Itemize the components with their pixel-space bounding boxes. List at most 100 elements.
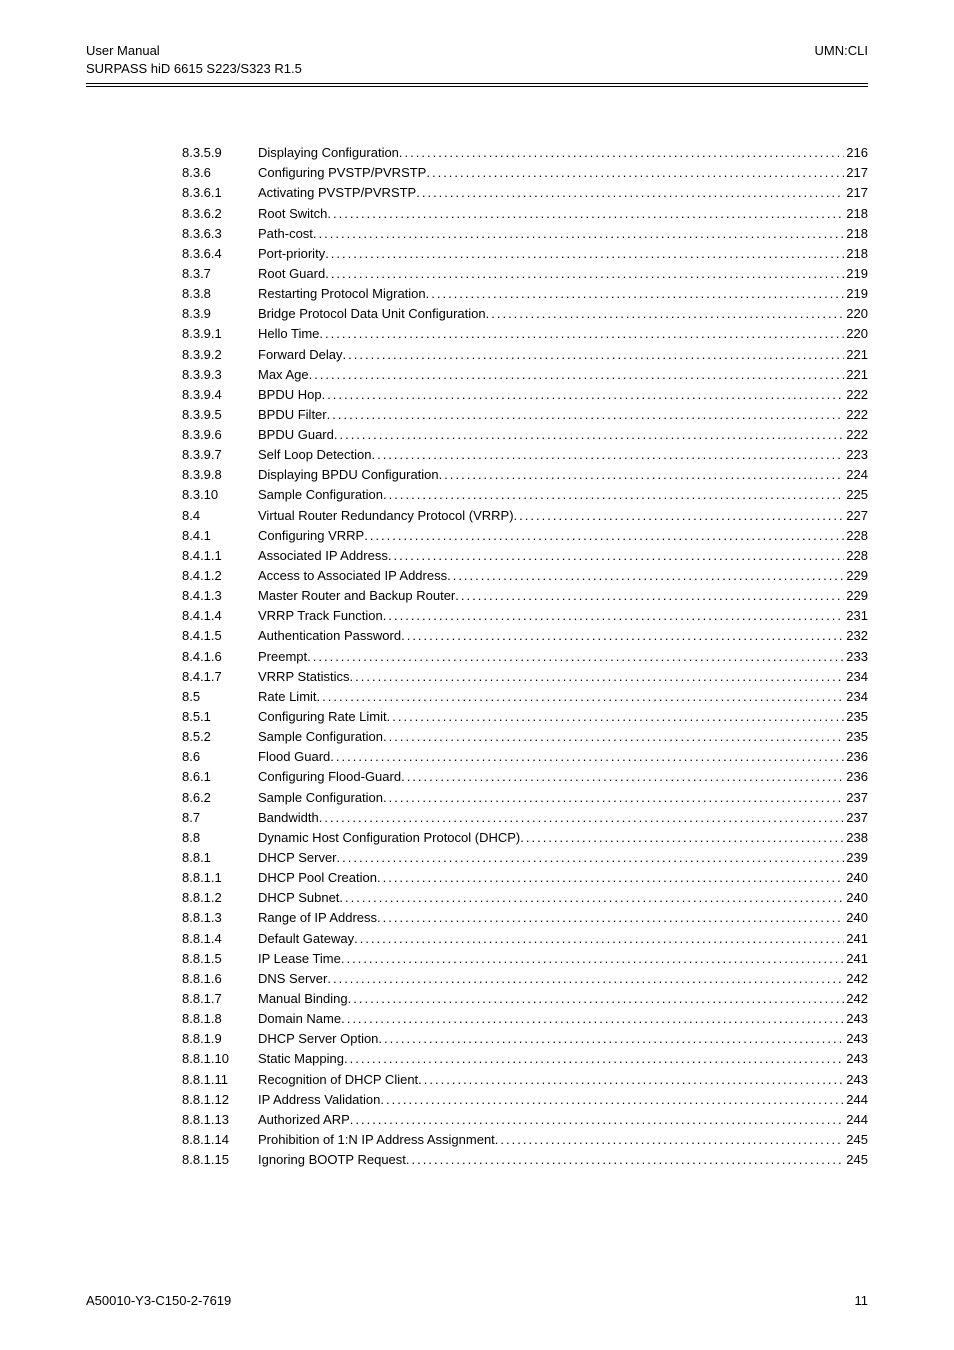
toc-section-number: 8.8 xyxy=(182,828,258,848)
toc-section-number: 8.3.9.2 xyxy=(182,345,258,365)
toc-row: 8.8.1DHCP Server 239 xyxy=(182,848,868,868)
toc-section-number: 8.4.1.2 xyxy=(182,566,258,586)
toc-section-number: 8.8.1.15 xyxy=(182,1150,258,1170)
toc-title: Activating PVSTP/PVRSTP xyxy=(258,183,416,203)
toc-row: 8.7Bandwidth 237 xyxy=(182,808,868,828)
toc-title: Dynamic Host Configuration Protocol (DHC… xyxy=(258,828,520,848)
toc-title: Bridge Protocol Data Unit Configuration xyxy=(258,304,486,324)
toc-page-number: 228 xyxy=(844,546,868,566)
toc-row: 8.3.5.9Displaying Configuration 216 xyxy=(182,143,868,163)
toc-page-number: 240 xyxy=(844,868,868,888)
toc-leader-dots xyxy=(364,526,844,546)
toc-title: Sample Configuration xyxy=(258,788,383,808)
toc-title: Preempt xyxy=(258,647,307,667)
toc-title: Configuring PVSTP/PVRSTP xyxy=(258,163,426,183)
toc-title: Range of IP Address xyxy=(258,908,377,928)
toc-section-number: 8.4.1.6 xyxy=(182,647,258,667)
toc-page-number: 234 xyxy=(844,667,868,687)
toc-row: 8.3.8Restarting Protocol Migration 219 xyxy=(182,284,868,304)
toc-leader-dots xyxy=(378,1029,844,1049)
toc-leader-dots xyxy=(322,385,845,405)
toc-title: Self Loop Detection xyxy=(258,445,371,465)
toc-leader-dots xyxy=(327,969,844,989)
toc-title: Authentication Password xyxy=(258,626,401,646)
page-header: User Manual SURPASS hiD 6615 S223/S323 R… xyxy=(86,42,868,77)
toc-leader-dots xyxy=(317,687,845,707)
toc-title: Path-cost xyxy=(258,224,313,244)
toc-page-number: 240 xyxy=(844,888,868,908)
toc-title: Flood Guard xyxy=(258,747,330,767)
toc-leader-dots xyxy=(418,1070,844,1090)
toc-section-number: 8.3.9.6 xyxy=(182,425,258,445)
toc-page-number: 241 xyxy=(844,929,868,949)
toc-page-number: 229 xyxy=(844,586,868,606)
toc-title: Sample Configuration xyxy=(258,485,383,505)
toc-page-number: 219 xyxy=(844,284,868,304)
toc-page-number: 231 xyxy=(844,606,868,626)
toc-section-number: 8.3.9.5 xyxy=(182,405,258,425)
toc-row: 8.4Virtual Router Redundancy Protocol (V… xyxy=(182,506,868,526)
toc-page-number: 233 xyxy=(844,647,868,667)
toc-leader-dots xyxy=(406,1150,844,1170)
toc-page-number: 235 xyxy=(844,727,868,747)
toc-title: DHCP Pool Creation xyxy=(258,868,377,888)
toc-title: Root Switch xyxy=(258,204,327,224)
toc-title: Access to Associated IP Address xyxy=(258,566,447,586)
toc-page-number: 245 xyxy=(844,1130,868,1150)
toc-section-number: 8.3.8 xyxy=(182,284,258,304)
toc-page-number: 244 xyxy=(844,1090,868,1110)
toc-title: DHCP Server xyxy=(258,848,337,868)
toc-title: Static Mapping xyxy=(258,1049,344,1069)
header-title-line1: User Manual xyxy=(86,42,302,60)
toc-row: 8.4.1.5Authentication Password 232 xyxy=(182,626,868,646)
toc-section-number: 8.8.1.7 xyxy=(182,989,258,1009)
toc-page-number: 239 xyxy=(844,848,868,868)
toc-section-number: 8.8.1.6 xyxy=(182,969,258,989)
toc-title: Virtual Router Redundancy Protocol (VRRP… xyxy=(258,506,514,526)
toc-row: 8.8.1.2DHCP Subnet 240 xyxy=(182,888,868,908)
toc-section-number: 8.3.6.1 xyxy=(182,183,258,203)
toc-row: 8.4.1.2Access to Associated IP Address 2… xyxy=(182,566,868,586)
header-rule xyxy=(86,83,868,87)
toc-section-number: 8.8.1.2 xyxy=(182,888,258,908)
toc-leader-dots xyxy=(377,868,844,888)
toc-leader-dots xyxy=(341,949,844,969)
toc-row: 8.3.9.5BPDU Filter 222 xyxy=(182,405,868,425)
toc-page-number: 221 xyxy=(844,365,868,385)
toc-leader-dots xyxy=(383,788,844,808)
toc-leader-dots xyxy=(337,848,845,868)
toc-section-number: 8.4.1.4 xyxy=(182,606,258,626)
toc-page-number: 220 xyxy=(844,324,868,344)
toc-row: 8.3.10Sample Configuration 225 xyxy=(182,485,868,505)
toc-section-number: 8.4.1.3 xyxy=(182,586,258,606)
toc-section-number: 8.8.1.8 xyxy=(182,1009,258,1029)
toc-leader-dots xyxy=(350,667,845,687)
toc-leader-dots xyxy=(426,163,844,183)
toc-leader-dots xyxy=(371,445,844,465)
toc-title: Configuring Flood-Guard xyxy=(258,767,401,787)
toc-title: Authorized ARP xyxy=(258,1110,350,1130)
toc-row: 8.3.6.4Port-priority 218 xyxy=(182,244,868,264)
toc-title: VRRP Track Function xyxy=(258,606,383,626)
toc-section-number: 8.8.1.9 xyxy=(182,1029,258,1049)
toc-section-number: 8.4.1 xyxy=(182,526,258,546)
toc-title: IP Lease Time xyxy=(258,949,341,969)
toc-row: 8.8.1.8Domain Name 243 xyxy=(182,1009,868,1029)
toc-page-number: 223 xyxy=(844,445,868,465)
toc-page-number: 237 xyxy=(844,808,868,828)
toc-page-number: 216 xyxy=(844,143,868,163)
toc-page-number: 217 xyxy=(844,183,868,203)
toc-leader-dots xyxy=(350,1110,845,1130)
toc-section-number: 8.4.1.1 xyxy=(182,546,258,566)
toc-row: 8.4.1.7VRRP Statistics 234 xyxy=(182,667,868,687)
toc-leader-dots xyxy=(309,365,845,385)
toc-leader-dots xyxy=(343,345,845,365)
toc-page-number: 229 xyxy=(844,566,868,586)
toc-row: 8.6.2Sample Configuration 237 xyxy=(182,788,868,808)
toc-section-number: 8.3.6 xyxy=(182,163,258,183)
toc-leader-dots xyxy=(401,626,844,646)
toc-title: Forward Delay xyxy=(258,345,343,365)
toc-leader-dots xyxy=(486,304,845,324)
toc-leader-dots xyxy=(377,908,844,928)
toc-title: Max Age xyxy=(258,365,309,385)
